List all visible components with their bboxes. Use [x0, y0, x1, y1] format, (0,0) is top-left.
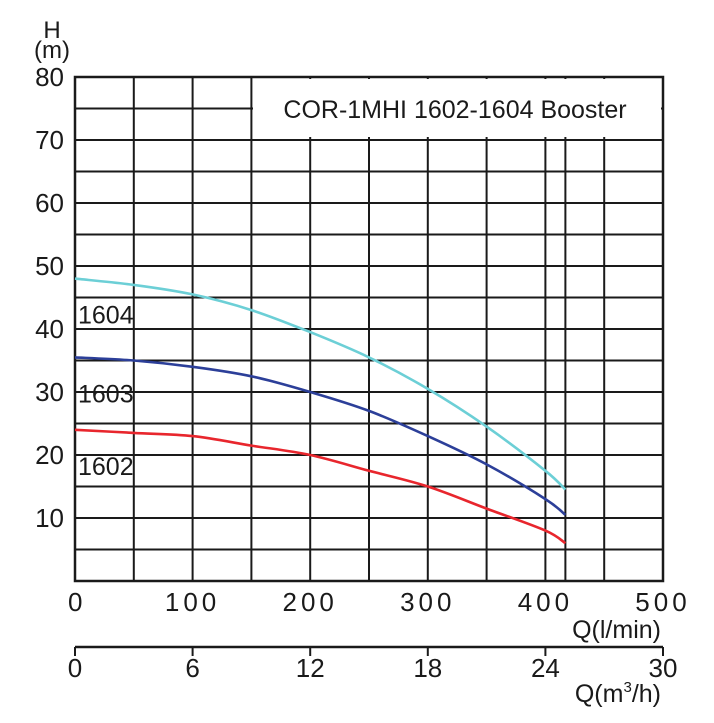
x-tick-label: 200	[283, 587, 338, 617]
x-tick-label: 0	[68, 587, 86, 617]
y-tick-label: 40	[35, 314, 64, 344]
x2-tick-label: 6	[185, 653, 199, 683]
y-tick-label: 30	[35, 377, 64, 407]
curves	[74, 277, 567, 545]
x-tick-label: 100	[165, 587, 220, 617]
x-tick-label: 400	[518, 587, 573, 617]
y-tick-label: 10	[35, 503, 64, 533]
y-tick-label: 20	[35, 440, 64, 470]
x2-axis-label: Q(m3/h)	[575, 679, 661, 708]
x-tick-label: 500	[635, 587, 690, 617]
x-tick-label: 300	[400, 587, 455, 617]
curve-1603	[74, 356, 567, 516]
x2-tick-label: 30	[649, 653, 678, 683]
title-box	[253, 79, 661, 137]
x-axis-label: Q(l/min)	[572, 616, 661, 644]
curve-label-1602: 1602	[78, 453, 134, 481]
x2-tick-label: 0	[68, 653, 82, 683]
curve-1602	[74, 428, 567, 545]
y-axis-unit: (m)	[34, 37, 70, 64]
y-tick-label: 50	[35, 251, 64, 281]
grid	[73, 75, 665, 656]
y-tick-label: 60	[35, 188, 64, 218]
curve-label-1603: 1603	[78, 380, 134, 408]
curve-label-1604: 1604	[78, 302, 134, 330]
x2-tick-label: 24	[531, 653, 560, 683]
x2-tick-label: 12	[296, 653, 325, 683]
curve-1604	[74, 277, 567, 491]
y-tick-label: 70	[35, 125, 64, 155]
x2-tick-label: 18	[413, 653, 442, 683]
chart-title: COR-1MHI 1602-1604 Booster	[283, 96, 626, 124]
y-axis-label: H	[43, 17, 60, 44]
plot-frame	[73, 75, 665, 583]
y-tick-label: 80	[35, 62, 64, 92]
